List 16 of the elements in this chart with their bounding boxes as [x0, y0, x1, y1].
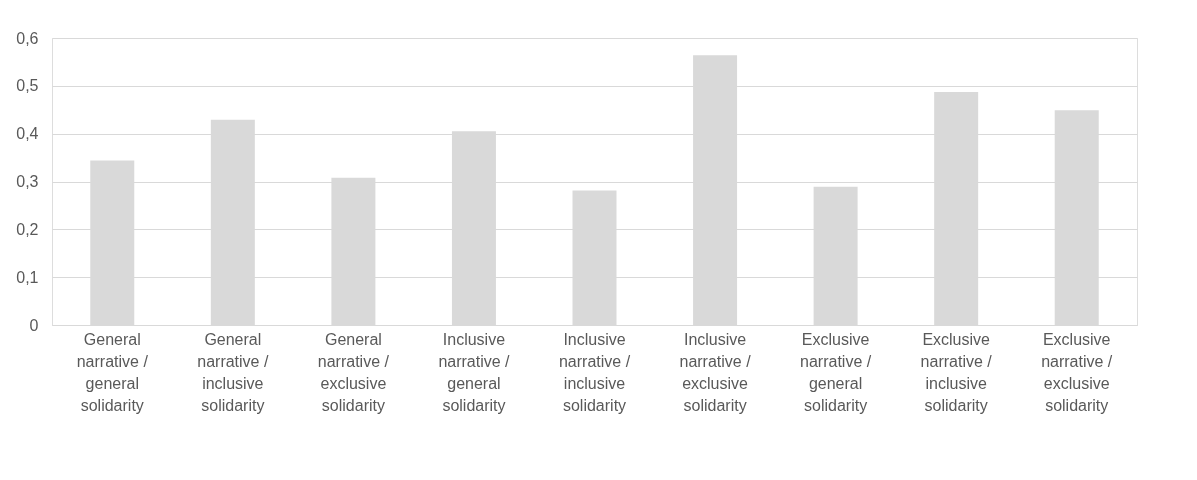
x-tick-label: Inclusive narrative / inclusive solidarity: [558, 330, 631, 414]
y-tick-label: 0,6: [16, 29, 39, 47]
y-tick-label: 0,1: [16, 268, 39, 286]
y-tick-label: 0,2: [16, 220, 39, 238]
y-tick-label: 0,4: [16, 125, 39, 143]
x-tick-label: General narrative / general solidarity: [76, 330, 149, 414]
y-tick-label: 0,5: [16, 77, 39, 95]
x-tick-label: Exclusive narrative / inclusive solidarity: [920, 330, 993, 414]
x-tick-label: General narrative / exclusive solidarity: [317, 330, 390, 414]
x-tick-label: Inclusive narrative / exclusive solidarity: [679, 330, 752, 414]
x-tick-label: Exclusive narrative / exclusive solidarity: [1041, 330, 1113, 414]
y-tick-label: 0: [29, 316, 39, 334]
x-tick-label: General narrative / inclusive solidarity: [197, 330, 269, 414]
y-tick-label: 0,3: [16, 173, 39, 190]
x-tick-label: Inclusive narrative / general solidarity: [438, 330, 511, 414]
x-tick-label: Exclusive narrative / general solidarity: [800, 330, 872, 414]
